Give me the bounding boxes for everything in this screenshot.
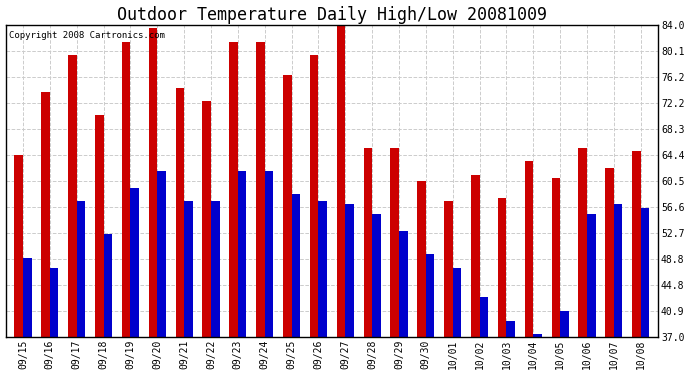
Bar	[14, 155, 23, 337]
Bar	[68, 55, 77, 337]
Bar	[184, 201, 193, 337]
Text: Copyright 2008 Cartronics.com: Copyright 2008 Cartronics.com	[9, 32, 165, 40]
Bar	[337, 18, 345, 337]
Bar	[122, 42, 130, 337]
Bar	[149, 28, 157, 337]
Bar	[614, 204, 622, 337]
Bar	[551, 178, 560, 337]
Bar	[560, 311, 569, 337]
Bar	[641, 208, 649, 337]
Title: Outdoor Temperature Daily High/Low 20081009: Outdoor Temperature Daily High/Low 20081…	[117, 6, 547, 24]
Bar	[50, 267, 59, 337]
Bar	[533, 334, 542, 337]
Bar	[202, 102, 211, 337]
Bar	[292, 195, 300, 337]
Bar	[497, 198, 506, 337]
Bar	[318, 201, 327, 337]
Bar	[95, 115, 104, 337]
Bar	[480, 297, 488, 337]
Bar	[175, 88, 184, 337]
Bar	[130, 188, 139, 337]
Bar	[283, 75, 292, 337]
Bar	[391, 148, 399, 337]
Bar	[453, 267, 462, 337]
Bar	[399, 231, 408, 337]
Bar	[157, 171, 166, 337]
Bar	[41, 92, 50, 337]
Bar	[229, 42, 238, 337]
Bar	[211, 201, 219, 337]
Bar	[23, 258, 32, 337]
Bar	[444, 201, 453, 337]
Bar	[417, 181, 426, 337]
Bar	[256, 42, 265, 337]
Bar	[506, 321, 515, 337]
Bar	[587, 214, 595, 337]
Bar	[426, 254, 435, 337]
Bar	[104, 234, 112, 337]
Bar	[364, 148, 372, 337]
Bar	[345, 204, 354, 337]
Bar	[372, 214, 381, 337]
Bar	[605, 168, 614, 337]
Bar	[265, 171, 273, 337]
Bar	[471, 174, 480, 337]
Bar	[632, 151, 641, 337]
Bar	[578, 148, 587, 337]
Bar	[524, 161, 533, 337]
Bar	[310, 55, 318, 337]
Bar	[77, 201, 86, 337]
Bar	[238, 171, 246, 337]
